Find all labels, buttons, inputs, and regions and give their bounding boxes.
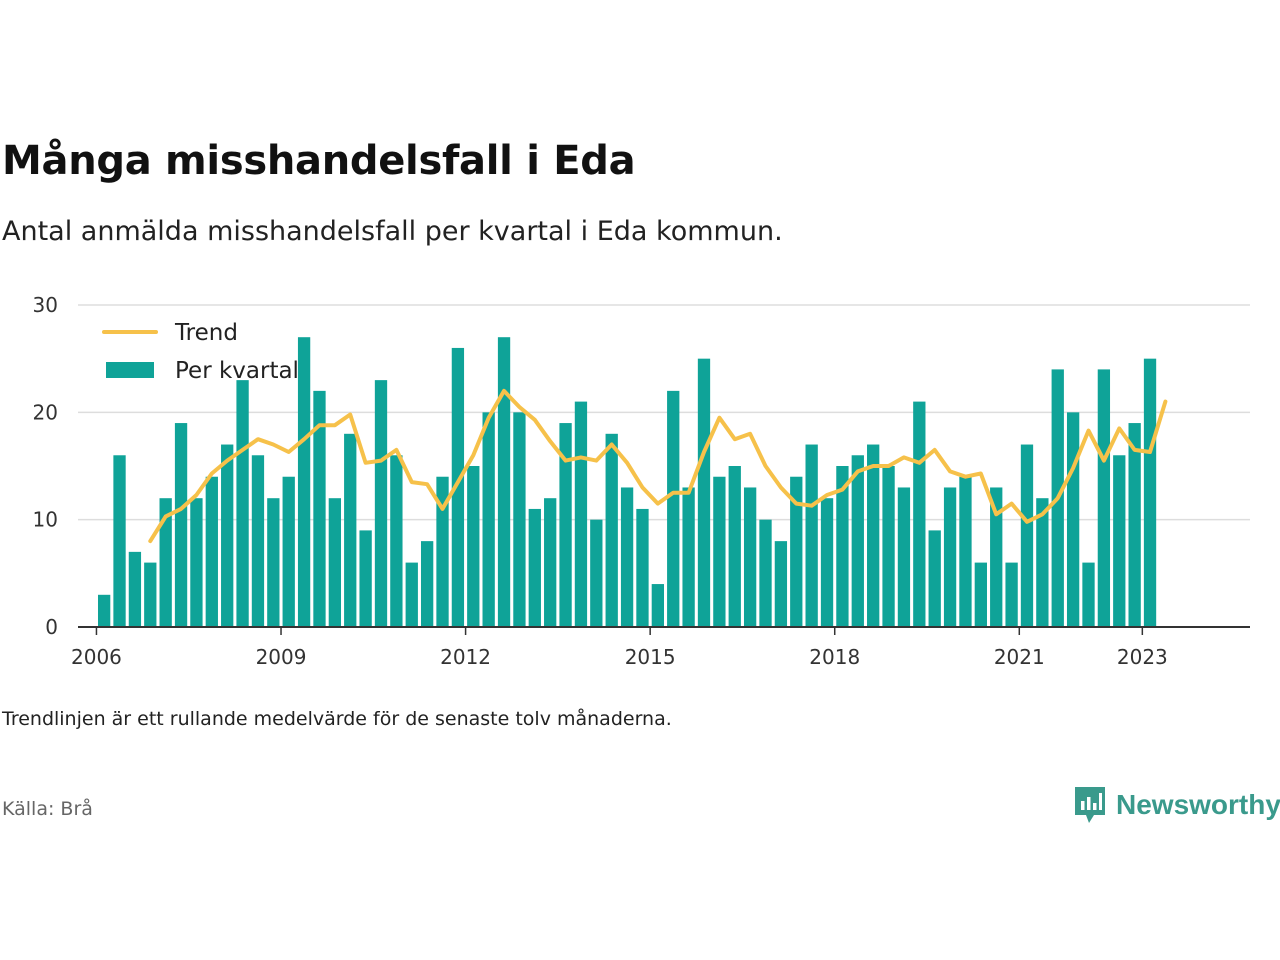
bar — [144, 563, 156, 627]
bar — [621, 487, 633, 627]
bar — [713, 477, 725, 627]
bar — [544, 498, 556, 627]
x-tick-label: 2023 — [1117, 645, 1168, 669]
bar — [1144, 359, 1156, 627]
x-tick-label: 2006 — [71, 645, 122, 669]
newsworthy-logo-icon — [1072, 784, 1108, 826]
bar — [959, 477, 971, 627]
bar — [98, 595, 110, 627]
brand-logo: Newsworthy — [1072, 784, 1280, 826]
legend-trend-label: Trend — [174, 320, 238, 346]
chart-subtitle: Antal anmälda misshandelsfall per kvarta… — [2, 216, 783, 247]
y-tick-label: 10 — [33, 508, 58, 532]
bar — [513, 412, 525, 627]
bar — [344, 434, 356, 627]
bar — [652, 584, 664, 627]
legend-bars-swatch — [106, 362, 154, 378]
bar — [698, 359, 710, 627]
bar — [498, 337, 510, 627]
bar — [590, 520, 602, 627]
bar — [682, 487, 694, 627]
y-tick-label: 20 — [33, 400, 58, 424]
brand-name: Newsworthy — [1116, 789, 1280, 821]
bar — [390, 455, 402, 627]
chart-area: 0 10 20 30 2006 2009 2012 2015 2018 2021 2023 Tren… — [0, 280, 1280, 690]
bar — [1082, 563, 1094, 627]
bar — [806, 445, 818, 627]
source-credit: Källa: Brå — [2, 798, 93, 820]
bar — [944, 487, 956, 627]
bar — [975, 563, 987, 627]
chart-title: Många misshandelsfall i Eda — [2, 138, 635, 184]
bar — [206, 477, 218, 627]
x-tick-label: 2015 — [625, 645, 676, 669]
bar — [329, 498, 341, 627]
y-tick-label: 0 — [45, 615, 58, 639]
bar — [221, 445, 233, 627]
bar — [606, 434, 618, 627]
x-tick-label: 2009 — [256, 645, 307, 669]
bar — [236, 380, 248, 627]
bar — [252, 455, 264, 627]
bar — [175, 423, 187, 627]
bar — [667, 391, 679, 627]
x-tick-label: 2012 — [440, 645, 491, 669]
bar — [1128, 423, 1140, 627]
bar — [1067, 412, 1079, 627]
bar — [267, 498, 279, 627]
bar — [929, 530, 941, 627]
bar — [575, 402, 587, 627]
x-tick-label: 2021 — [994, 645, 1045, 669]
bar — [467, 466, 479, 627]
bar — [636, 509, 648, 627]
bar — [421, 541, 433, 627]
bar — [775, 541, 787, 627]
bar — [1113, 455, 1125, 627]
bar — [190, 498, 202, 627]
bar — [283, 477, 295, 627]
bar — [898, 487, 910, 627]
legend: Trend Per kvartal — [104, 320, 299, 384]
chart-note: Trendlinjen är ett rullande medelvärde f… — [2, 708, 672, 730]
bar — [375, 380, 387, 627]
bar — [867, 445, 879, 627]
bar — [1005, 563, 1017, 627]
bar — [129, 552, 141, 627]
bar — [1021, 445, 1033, 627]
bar — [913, 402, 925, 627]
bar — [483, 412, 495, 627]
bar — [744, 487, 756, 627]
bar — [529, 509, 541, 627]
legend-bars-label: Per kvartal — [175, 358, 299, 384]
bar — [729, 466, 741, 627]
bar — [1098, 369, 1110, 627]
bar — [113, 455, 125, 627]
bar — [298, 337, 310, 627]
bar — [852, 455, 864, 627]
bar — [759, 520, 771, 627]
x-tick-label: 2018 — [809, 645, 860, 669]
bar — [359, 530, 371, 627]
y-tick-label: 30 — [33, 293, 58, 317]
bar — [406, 563, 418, 627]
bar — [821, 498, 833, 627]
bar — [882, 466, 894, 627]
